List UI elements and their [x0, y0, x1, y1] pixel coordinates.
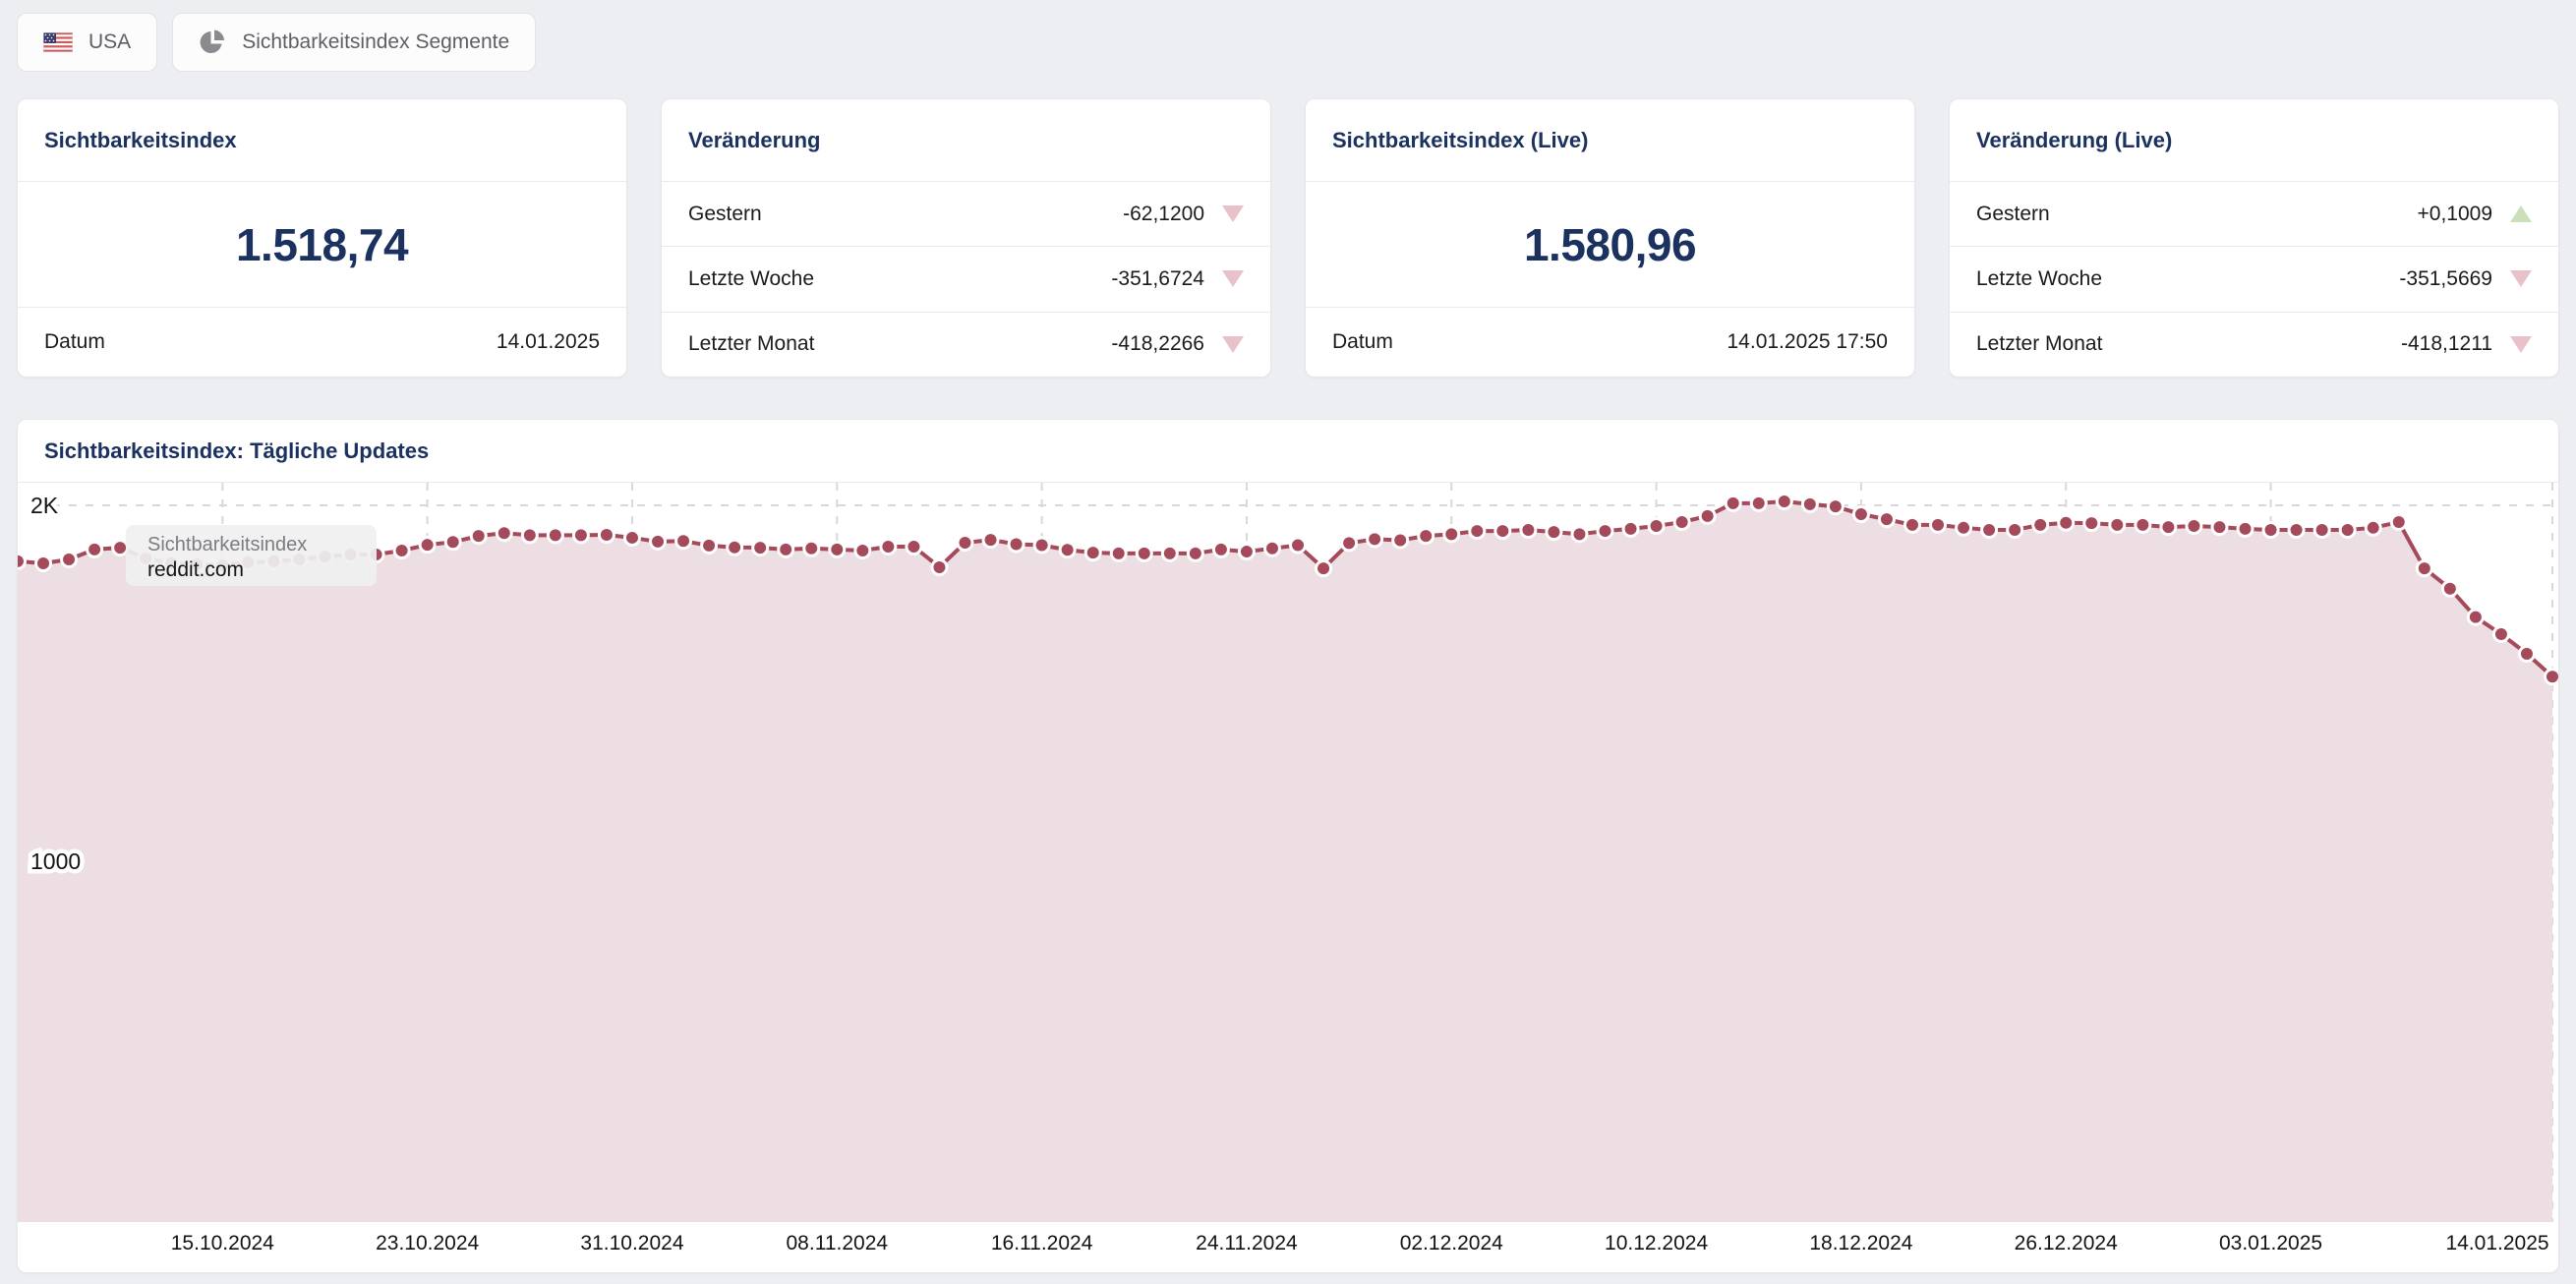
x-axis-label: 14.01.2025 — [2445, 1232, 2549, 1255]
date-value: 14.01.2025 — [496, 330, 600, 353]
x-axis-label: 02.12.2024 — [1399, 1232, 1503, 1255]
x-axis-label: 18.12.2024 — [1809, 1232, 1913, 1255]
change-row-letzte-woche: Letzte Woche -351,6724 — [662, 247, 1270, 313]
index-live-value: 1.580,96 — [1306, 182, 1914, 308]
change-row-gestern: Gestern +0,1009 — [1950, 182, 2558, 248]
x-axis-label: 23.10.2024 — [376, 1232, 480, 1255]
date-label: Datum — [1332, 330, 1393, 353]
card-title: Veränderung (Live) — [1950, 99, 2558, 182]
card-sichtbarkeitsindex-live: Sichtbarkeitsindex (Live) 1.580,96 Datum… — [1305, 98, 1915, 378]
x-axis-label: 03.01.2025 — [2218, 1232, 2323, 1255]
x-axis-label: 31.10.2024 — [580, 1232, 684, 1255]
x-axis-label: 10.12.2024 — [1605, 1232, 1709, 1255]
toolbar: USA Sichtbarkeitsindex Segmente — [17, 13, 537, 72]
x-axis: 15.10.2024 23.10.2024 31.10.2024 08.11.2024… — [18, 1222, 2558, 1272]
change-row-letzter-monat: Letzter Monat -418,2266 — [662, 313, 1270, 377]
segments-button[interactable]: Sichtbarkeitsindex Segmente — [172, 13, 537, 72]
line-chart-canvas: 2K 1000 — [18, 483, 2558, 1222]
change-label: Letzter Monat — [1976, 332, 2103, 356]
change-label: Letzte Woche — [1976, 266, 2103, 290]
x-axis-label: 24.11.2024 — [1196, 1232, 1298, 1255]
change-row-letzter-monat: Letzter Monat -418,1211 — [1950, 313, 2558, 377]
card-title: Sichtbarkeitsindex (Live) — [1306, 99, 1914, 182]
stat-cards-row: Sichtbarkeitsindex 1.518,74 Datum 14.01.… — [17, 98, 2559, 378]
trend-down-icon — [1222, 205, 1244, 223]
x-axis-label: 15.10.2024 — [170, 1232, 274, 1255]
card-title: Sichtbarkeitsindex — [18, 99, 626, 182]
change-value: -418,1211 — [2400, 332, 2492, 356]
segments-label: Sichtbarkeitsindex Segmente — [242, 30, 510, 53]
change-value: -62,1200 — [1123, 202, 1204, 225]
usa-flag-icon — [43, 32, 73, 52]
country-button[interactable]: USA — [17, 13, 158, 72]
trend-down-icon — [1222, 335, 1244, 353]
card-veraenderung: Veränderung Gestern -62,1200 Letzte Woch… — [661, 98, 1271, 378]
x-axis-label: 08.11.2024 — [786, 1232, 889, 1255]
change-value: +0,1009 — [2417, 202, 2493, 225]
trend-down-icon — [2510, 270, 2532, 288]
change-label: Gestern — [1976, 202, 2050, 225]
change-row-gestern: Gestern -62,1200 — [662, 182, 1270, 248]
y-axis-label: 1000 — [30, 848, 81, 874]
index-value: 1.518,74 — [18, 182, 626, 308]
date-value: 14.01.2025 17:50 — [1727, 330, 1889, 353]
trend-down-icon — [1222, 270, 1244, 288]
change-label: Letzte Woche — [688, 266, 815, 290]
chart-title: Sichtbarkeitsindex: Tägliche Updates — [18, 420, 2558, 483]
daily-updates-chart-card: Sichtbarkeitsindex: Tägliche Updates 2K 1… — [17, 419, 2559, 1273]
change-label: Gestern — [688, 202, 762, 225]
change-value: -351,6724 — [1111, 266, 1204, 290]
change-row-letzte-woche: Letzte Woche -351,5669 — [1950, 247, 2558, 313]
change-label: Letzter Monat — [688, 332, 815, 356]
visibility-index-chart[interactable]: 2K 1000 Sichtbarkeitsindex reddit.com — [18, 483, 2558, 1222]
change-value: -418,2266 — [1111, 332, 1204, 356]
x-axis-label: 26.12.2024 — [2014, 1232, 2118, 1255]
y-axis-label: 2K — [30, 493, 59, 518]
pie-chart-icon — [200, 29, 225, 53]
change-value: -351,5669 — [2399, 266, 2492, 290]
x-axis-label: 16.11.2024 — [990, 1232, 1093, 1255]
card-sichtbarkeitsindex: Sichtbarkeitsindex 1.518,74 Datum 14.01.… — [17, 98, 627, 378]
card-title: Veränderung — [662, 99, 1270, 182]
date-label: Datum — [44, 330, 105, 353]
card-veraenderung-live: Veränderung (Live) Gestern +0,1009 Letzt… — [1949, 98, 2559, 378]
trend-up-icon — [2510, 205, 2532, 223]
trend-down-icon — [2510, 335, 2532, 353]
country-label: USA — [88, 30, 132, 53]
